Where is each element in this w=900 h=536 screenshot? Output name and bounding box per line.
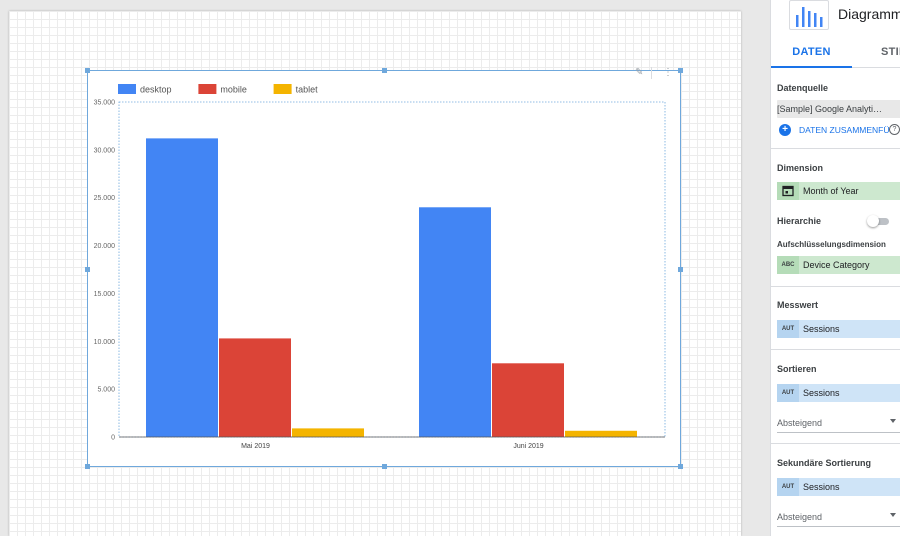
bar-mobile[interactable] <box>492 363 564 437</box>
plot-area <box>118 101 666 438</box>
divider <box>771 286 900 287</box>
calendar-icon <box>777 182 799 200</box>
report-page[interactable]: 0 5.000 10.000 15.000 20.000 25.000 30.000 35.0… <box>9 11 741 536</box>
y-tick-label: 5.000 <box>97 387 115 394</box>
bar-tablet[interactable] <box>292 428 364 437</box>
toolbar-divider <box>651 67 652 79</box>
merge-data-label: DATEN ZUSAMMENFÜ <box>799 125 890 135</box>
metric-chip[interactable]: AUT Sessions <box>777 320 900 338</box>
help-icon[interactable]: ? <box>889 124 900 135</box>
hierarchy-label: Hierarchie <box>777 216 822 226</box>
properties-panel: Diagramm DATEN STIL Datenquelle [Sample]… <box>770 0 900 536</box>
y-tick-label: 30.000 <box>94 147 116 154</box>
breakdown-chip[interactable]: ABC Device Category <box>777 256 900 274</box>
legend-label-desktop: desktop <box>140 85 172 95</box>
breakdown-value: Device Category <box>803 260 870 270</box>
data-source-field[interactable]: [Sample] Google Analyti… <box>777 100 900 118</box>
legend-label-tablet: tablet <box>296 85 319 95</box>
sort-value: Sessions <box>803 388 840 398</box>
hierarchy-toggle[interactable] <box>867 215 889 227</box>
x-category-label: Mai 2019 <box>241 443 270 450</box>
text-type-icon: ABC <box>777 256 799 274</box>
bar-chart-icon[interactable] <box>789 0 829 30</box>
dimension-chip[interactable]: Month of Year <box>777 182 900 200</box>
resize-handle-bc[interactable] <box>382 464 387 469</box>
data-source-value: [Sample] Google Analyti… <box>777 104 883 114</box>
sort-order-value: Absteigend <box>777 418 823 428</box>
resize-handle-tr[interactable] <box>678 68 683 73</box>
divider <box>771 148 900 149</box>
legend-swatch-mobile <box>198 84 217 94</box>
aggregation-type-icon: AUT <box>777 320 799 338</box>
resize-handle-mr[interactable] <box>678 267 683 272</box>
y-tick-label: 35.000 <box>94 100 116 107</box>
legend-swatch-desktop <box>118 84 136 94</box>
tab-daten[interactable]: DATEN <box>771 36 852 68</box>
bar-chart: 0 5.000 10.000 15.000 20.000 25.000 30.000 35.0… <box>94 84 666 450</box>
resize-handle-br[interactable] <box>678 464 683 469</box>
tab-stil[interactable]: STIL <box>881 46 900 58</box>
dimension-value: Month of Year <box>803 186 859 196</box>
y-tick-label: 25.000 <box>94 195 116 202</box>
bar-desktop[interactable] <box>146 138 218 437</box>
report-canvas: 0 5.000 10.000 15.000 20.000 25.000 30.000 35.0… <box>9 11 741 536</box>
secondary-sort-chip[interactable]: AUT Sessions <box>777 478 900 496</box>
resize-handle-tc[interactable] <box>382 68 387 73</box>
edit-chart-icon[interactable]: ✎ <box>635 67 644 78</box>
secondary-sort-value: Sessions <box>803 482 840 492</box>
resize-handle-ml[interactable] <box>85 267 90 272</box>
bar-chart-component[interactable]: 0 5.000 10.000 15.000 20.000 25.000 30.000 35.0… <box>85 68 683 469</box>
data-source-label: Datenquelle <box>777 83 829 93</box>
chevron-down-icon <box>890 419 896 423</box>
y-tick-label: 20.000 <box>94 243 116 250</box>
toggle-knob <box>867 215 879 227</box>
y-tick-label: 15.000 <box>94 291 116 298</box>
toggle-track <box>869 218 889 225</box>
add-circle-icon: + <box>779 124 791 136</box>
breakdown-label: Aufschlüsselungsdimension <box>777 240 886 249</box>
x-category-label: Juni 2019 <box>513 443 543 450</box>
sort-order-select[interactable]: Absteigend <box>777 415 900 433</box>
y-tick-label: 0 <box>111 435 115 442</box>
divider <box>771 349 900 350</box>
sort-chip[interactable]: AUT Sessions <box>777 384 900 402</box>
chart-toolbar: ✎ ⋮ <box>635 67 685 81</box>
y-tick-label: 10.000 <box>94 339 116 346</box>
secondary-sort-order-value: Absteigend <box>777 512 823 522</box>
panel-tabs: DATEN STIL <box>771 36 900 68</box>
chevron-down-icon <box>890 513 896 517</box>
panel-header: Diagramm <box>771 0 900 35</box>
aggregation-type-icon: AUT <box>777 384 799 402</box>
merge-data-button[interactable]: + DATEN ZUSAMMENFÜ ? <box>777 124 900 138</box>
secondary-sort-label: Sekundäre Sortierung <box>777 458 872 468</box>
legend-swatch-tablet <box>273 84 292 94</box>
dimension-label: Dimension <box>777 163 824 173</box>
metric-label: Messwert <box>777 300 819 310</box>
panel-title: Diagramm <box>838 6 900 22</box>
legend-label-mobile: mobile <box>220 85 247 95</box>
secondary-sort-order-select[interactable]: Absteigend <box>777 509 900 527</box>
resize-handle-bl[interactable] <box>85 464 90 469</box>
divider <box>771 443 900 444</box>
bar-mobile[interactable] <box>219 338 291 437</box>
resize-handle-tl[interactable] <box>85 68 90 73</box>
bar-desktop[interactable] <box>419 207 491 437</box>
sort-label: Sortieren <box>777 364 817 374</box>
bar-tablet[interactable] <box>565 430 637 437</box>
aggregation-type-icon: AUT <box>777 478 799 496</box>
more-vert-icon[interactable]: ⋮ <box>663 67 673 78</box>
metric-value: Sessions <box>803 324 840 334</box>
